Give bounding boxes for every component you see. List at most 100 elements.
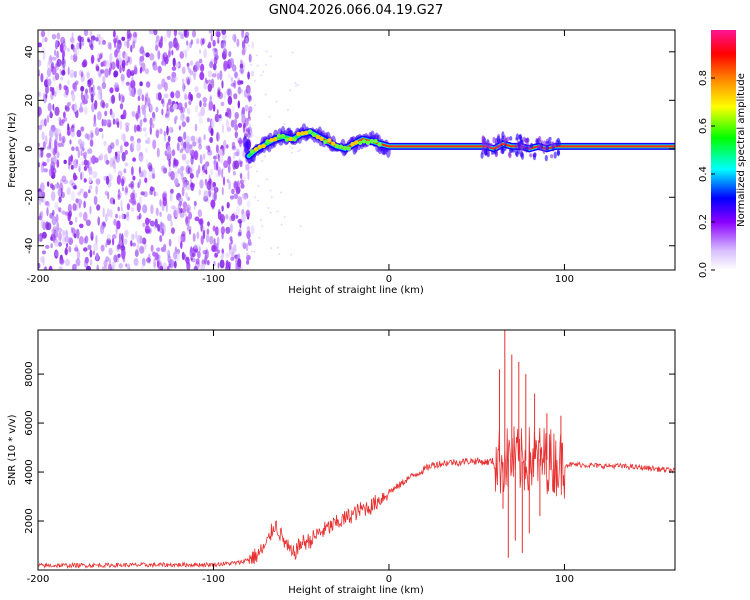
- noise-blob: [66, 47, 70, 53]
- noise-blob: [79, 40, 82, 50]
- burst-blob: [493, 148, 497, 155]
- noise-dot: [299, 149, 302, 152]
- noise-blob: [116, 244, 121, 250]
- noise-blob: [140, 191, 145, 196]
- noise-blob: [97, 85, 101, 91]
- noise-blob: [176, 251, 180, 262]
- noise-blob: [131, 166, 134, 176]
- noise-blob: [68, 220, 73, 226]
- noise-blob: [81, 61, 87, 68]
- noise-blob: [240, 179, 244, 185]
- noise-blob: [219, 114, 222, 119]
- noise-blob: [56, 151, 60, 159]
- noise-blob: [151, 173, 156, 180]
- noise-blob: [108, 247, 113, 256]
- noise-blob: [73, 49, 79, 57]
- noise-dot: [247, 44, 250, 47]
- ridge-point: [334, 143, 340, 149]
- noise-blob: [215, 144, 219, 154]
- noise-dot: [250, 127, 253, 130]
- noise-blob: [79, 102, 83, 112]
- ridge-point: [253, 147, 259, 152]
- noise-blob: [144, 177, 148, 183]
- noise-blob: [128, 56, 133, 65]
- noise-blob: [83, 165, 87, 172]
- noise-blob: [198, 189, 202, 196]
- noise-dot: [269, 55, 272, 58]
- noise-blob: [101, 118, 105, 127]
- noise-blob: [138, 178, 142, 186]
- noise-blob: [166, 108, 170, 118]
- noise-blob: [123, 168, 127, 174]
- noise-blob: [241, 176, 246, 184]
- noise-blob: [47, 102, 52, 112]
- noise-dot: [253, 250, 256, 253]
- noise-blob: [132, 40, 136, 49]
- noise-blob: [58, 196, 62, 203]
- noise-blob: [210, 118, 215, 129]
- noise-blob: [192, 141, 197, 147]
- noise-blob: [178, 208, 182, 214]
- noise-dot: [261, 225, 264, 228]
- colorbar: 0.0 0.2 0.4 0.6 0.8 Normalized spectral ampl…: [698, 30, 747, 278]
- snr-panel: -200 -100 0 100 2000 4000 6000 8000 Height of s…: [7, 329, 676, 596]
- noise-blob: [248, 95, 252, 102]
- noise-blob: [70, 165, 74, 170]
- snr-ylabel: SNR (10 * v/v): [7, 414, 18, 485]
- noise-dot: [249, 100, 252, 103]
- noise-blob: [186, 204, 191, 214]
- noise-blob: [121, 178, 125, 187]
- noise-blob: [73, 185, 77, 190]
- ridge-point: [303, 130, 309, 135]
- ridge-point: [273, 137, 278, 142]
- noise-blob: [38, 70, 41, 75]
- noise-blob: [141, 237, 147, 245]
- noise-blob: [108, 258, 112, 268]
- noise-blob: [100, 244, 105, 252]
- noise-blob: [171, 149, 176, 157]
- noise-blob: [139, 196, 143, 205]
- noise-blob: [173, 251, 178, 260]
- noise-blob: [95, 185, 98, 195]
- noise-blob: [160, 35, 163, 43]
- noise-blob: [226, 63, 231, 70]
- noise-blob: [112, 118, 116, 125]
- noise-blob: [171, 71, 177, 79]
- noise-blob: [90, 93, 94, 103]
- noise-blob: [207, 70, 212, 78]
- noise-blob: [159, 235, 163, 242]
- noise-blob: [233, 243, 237, 253]
- noise-blob: [178, 31, 183, 36]
- noise-blob: [159, 211, 162, 217]
- noise-blob: [191, 69, 197, 77]
- noise-blob: [41, 250, 46, 255]
- noise-blob: [173, 157, 177, 165]
- noise-blob: [142, 127, 147, 132]
- noise-blob: [141, 107, 146, 115]
- noise-blob: [74, 47, 77, 57]
- noise-blob: [56, 58, 62, 67]
- noise-blob: [145, 81, 151, 88]
- noise-blob: [221, 248, 224, 254]
- noise-blob: [233, 181, 238, 191]
- noise-blob: [210, 33, 213, 42]
- noise-blob: [124, 149, 128, 155]
- burst-blob: [536, 145, 540, 149]
- noise-blob: [64, 235, 70, 243]
- noise-blob: [55, 85, 60, 94]
- noise-blob: [119, 120, 123, 130]
- noise-blob: [103, 259, 108, 267]
- burst-blob: [515, 133, 520, 141]
- noise-blob: [104, 190, 109, 196]
- noise-blob: [182, 78, 185, 83]
- noise-blob: [197, 244, 201, 251]
- ridge-point: [358, 140, 363, 145]
- noise-blob: [227, 96, 233, 105]
- noise-blob: [161, 60, 165, 66]
- noise-blob: [71, 182, 76, 188]
- noise-blob: [80, 172, 83, 181]
- noise-blob: [77, 191, 82, 196]
- noise-blob: [57, 116, 60, 121]
- noise-blob: [246, 225, 251, 232]
